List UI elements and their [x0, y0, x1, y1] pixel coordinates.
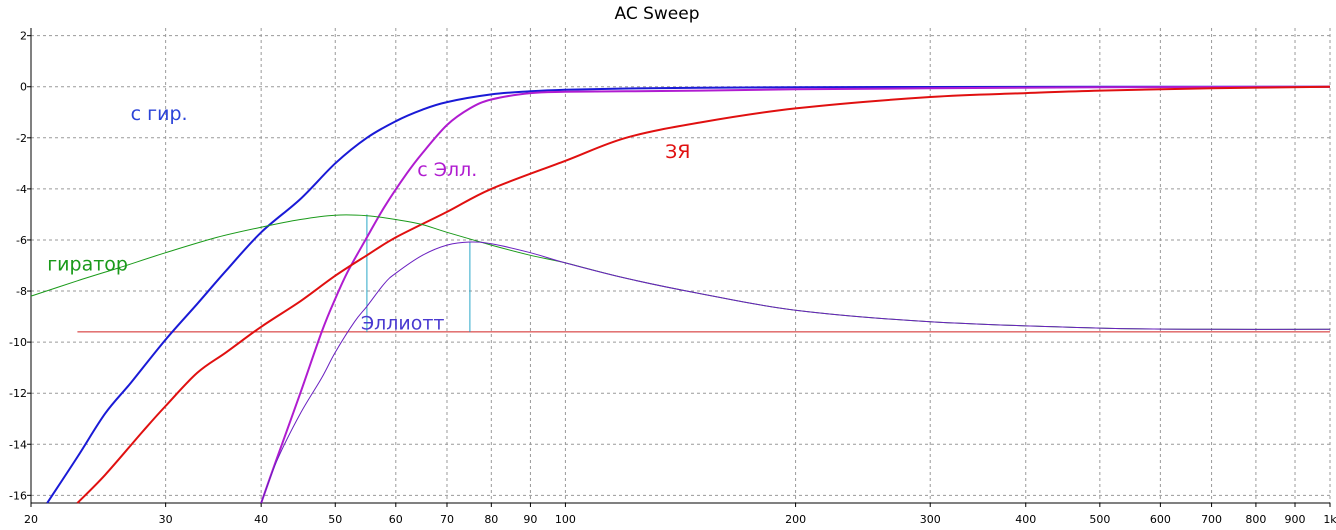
series-annotations: с гир. с Элл. ЗЯ гиратор Эллиотт	[47, 103, 690, 334]
series-label-4: гиратор	[47, 254, 128, 276]
x-tick-label: 60	[389, 513, 403, 526]
x-tick-label: 200	[785, 513, 806, 526]
x-tick-label: 700	[1201, 513, 1222, 526]
x-tick-label: 40	[254, 513, 268, 526]
x-tick-label: 50	[328, 513, 342, 526]
y-tick-label: -4	[16, 183, 27, 196]
series-line-1	[46, 85, 1330, 504]
x-tick-label: 600	[1150, 513, 1171, 526]
x-tick-label: 30	[159, 513, 173, 526]
y-axis-ticks: 2 0 -2 -4 -6 -8 -10 -12 -14 -16	[9, 30, 31, 502]
grid-lines	[30, 28, 1331, 503]
y-tick-label: -8	[16, 285, 27, 298]
x-tick-label: 80	[484, 513, 498, 526]
x-tick-label: 100	[555, 513, 576, 526]
x-tick-label: 500	[1089, 513, 1110, 526]
series-label-3: ЗЯ	[665, 141, 690, 163]
x-axis-ticks: 20 30 40 50 60 70 80 90 100 200 300 400 500 600 700 800…	[24, 503, 1336, 526]
y-tick-label: 0	[20, 81, 27, 94]
x-tick-label: 800	[1245, 513, 1266, 526]
y-tick-label: -12	[9, 387, 27, 400]
x-tick-label: 70	[440, 513, 454, 526]
y-tick-label: 2	[20, 30, 27, 43]
y-tick-label: -14	[9, 438, 27, 451]
series-lines	[30, 85, 1331, 504]
plot-frame	[30, 28, 1330, 504]
y-tick-label: -2	[16, 132, 27, 145]
y-tick-label: -16	[9, 489, 27, 502]
series-label-2: с Элл.	[417, 159, 477, 181]
series-label-5: Эллиотт	[361, 312, 445, 334]
x-tick-label: 400	[1015, 513, 1036, 526]
y-tick-label: -6	[16, 234, 27, 247]
series-line-5	[260, 241, 1331, 504]
chart-title: AC Sweep	[614, 4, 699, 24]
reference-lines	[77, 214, 1330, 333]
x-tick-label: 90	[523, 513, 537, 526]
series-line-3	[76, 85, 1331, 504]
x-tick-label: 1k	[1323, 513, 1336, 526]
y-tick-label: -10	[9, 336, 27, 349]
series-label-1: с гир.	[131, 103, 188, 125]
x-tick-label: 900	[1285, 513, 1306, 526]
series-line-2	[260, 85, 1331, 504]
x-tick-label: 20	[24, 513, 38, 526]
x-tick-label: 300	[920, 513, 941, 526]
